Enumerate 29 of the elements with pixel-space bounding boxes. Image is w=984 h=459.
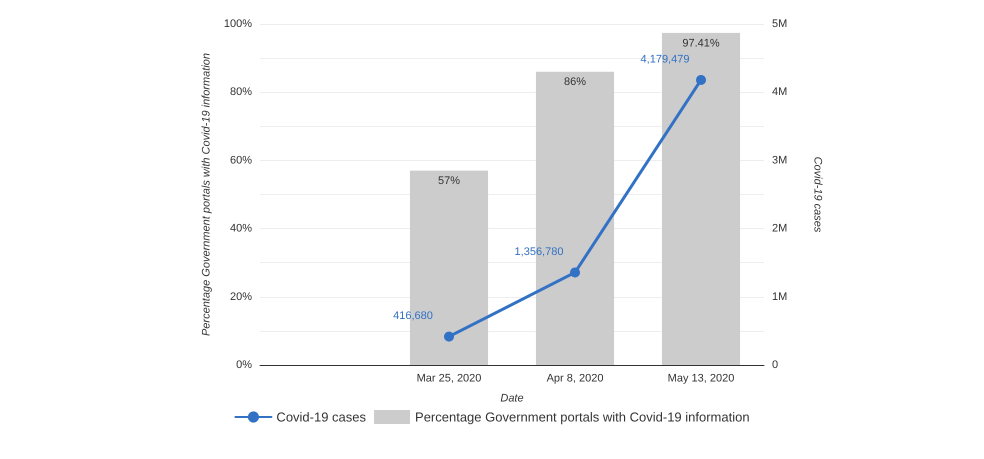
y-tick-label: 80% bbox=[230, 86, 252, 98]
x-tick-label: Apr 8, 2020 bbox=[546, 372, 604, 384]
y2-tick-label: 2M bbox=[772, 222, 788, 235]
legend-label: Covid-19 cases bbox=[276, 410, 367, 424]
legend-label: Percentage Government portals with Covid-19 information bbox=[415, 410, 750, 424]
y-tick-label: 20% bbox=[230, 290, 252, 303]
y2-tick-label: 1M bbox=[772, 290, 788, 303]
y2-axis-title: Covid-19 cases bbox=[812, 156, 824, 233]
data-label: 4,179,479 bbox=[640, 53, 690, 66]
data-label: 86% bbox=[564, 76, 586, 88]
y2-tick-label: 5M bbox=[772, 18, 788, 30]
x-axis-title: Date bbox=[500, 392, 524, 404]
y2-tick-label: 3M bbox=[772, 154, 788, 166]
data-label: 97.41% bbox=[682, 37, 720, 50]
y-axis-title: Percentage Government portals with Covid-19 information bbox=[200, 52, 212, 336]
y-tick-label: 100% bbox=[224, 18, 252, 30]
y-tick-label: 40% bbox=[230, 222, 252, 235]
y2-tick-label: 0 bbox=[772, 359, 778, 371]
point bbox=[570, 267, 580, 278]
point bbox=[696, 74, 706, 85]
data-label: 416,680 bbox=[393, 310, 433, 322]
point bbox=[444, 332, 454, 342]
x-tick-label: May 13, 2020 bbox=[668, 372, 734, 384]
y2-tick-label: 4M bbox=[772, 86, 788, 98]
data-label: 57% bbox=[438, 175, 460, 188]
y-tick-label: 60% bbox=[230, 154, 252, 166]
data-label: 1,356,780 bbox=[514, 246, 564, 258]
x-tick-label: Mar 25, 2020 bbox=[416, 372, 482, 384]
y-tick-label: 0% bbox=[236, 359, 252, 371]
